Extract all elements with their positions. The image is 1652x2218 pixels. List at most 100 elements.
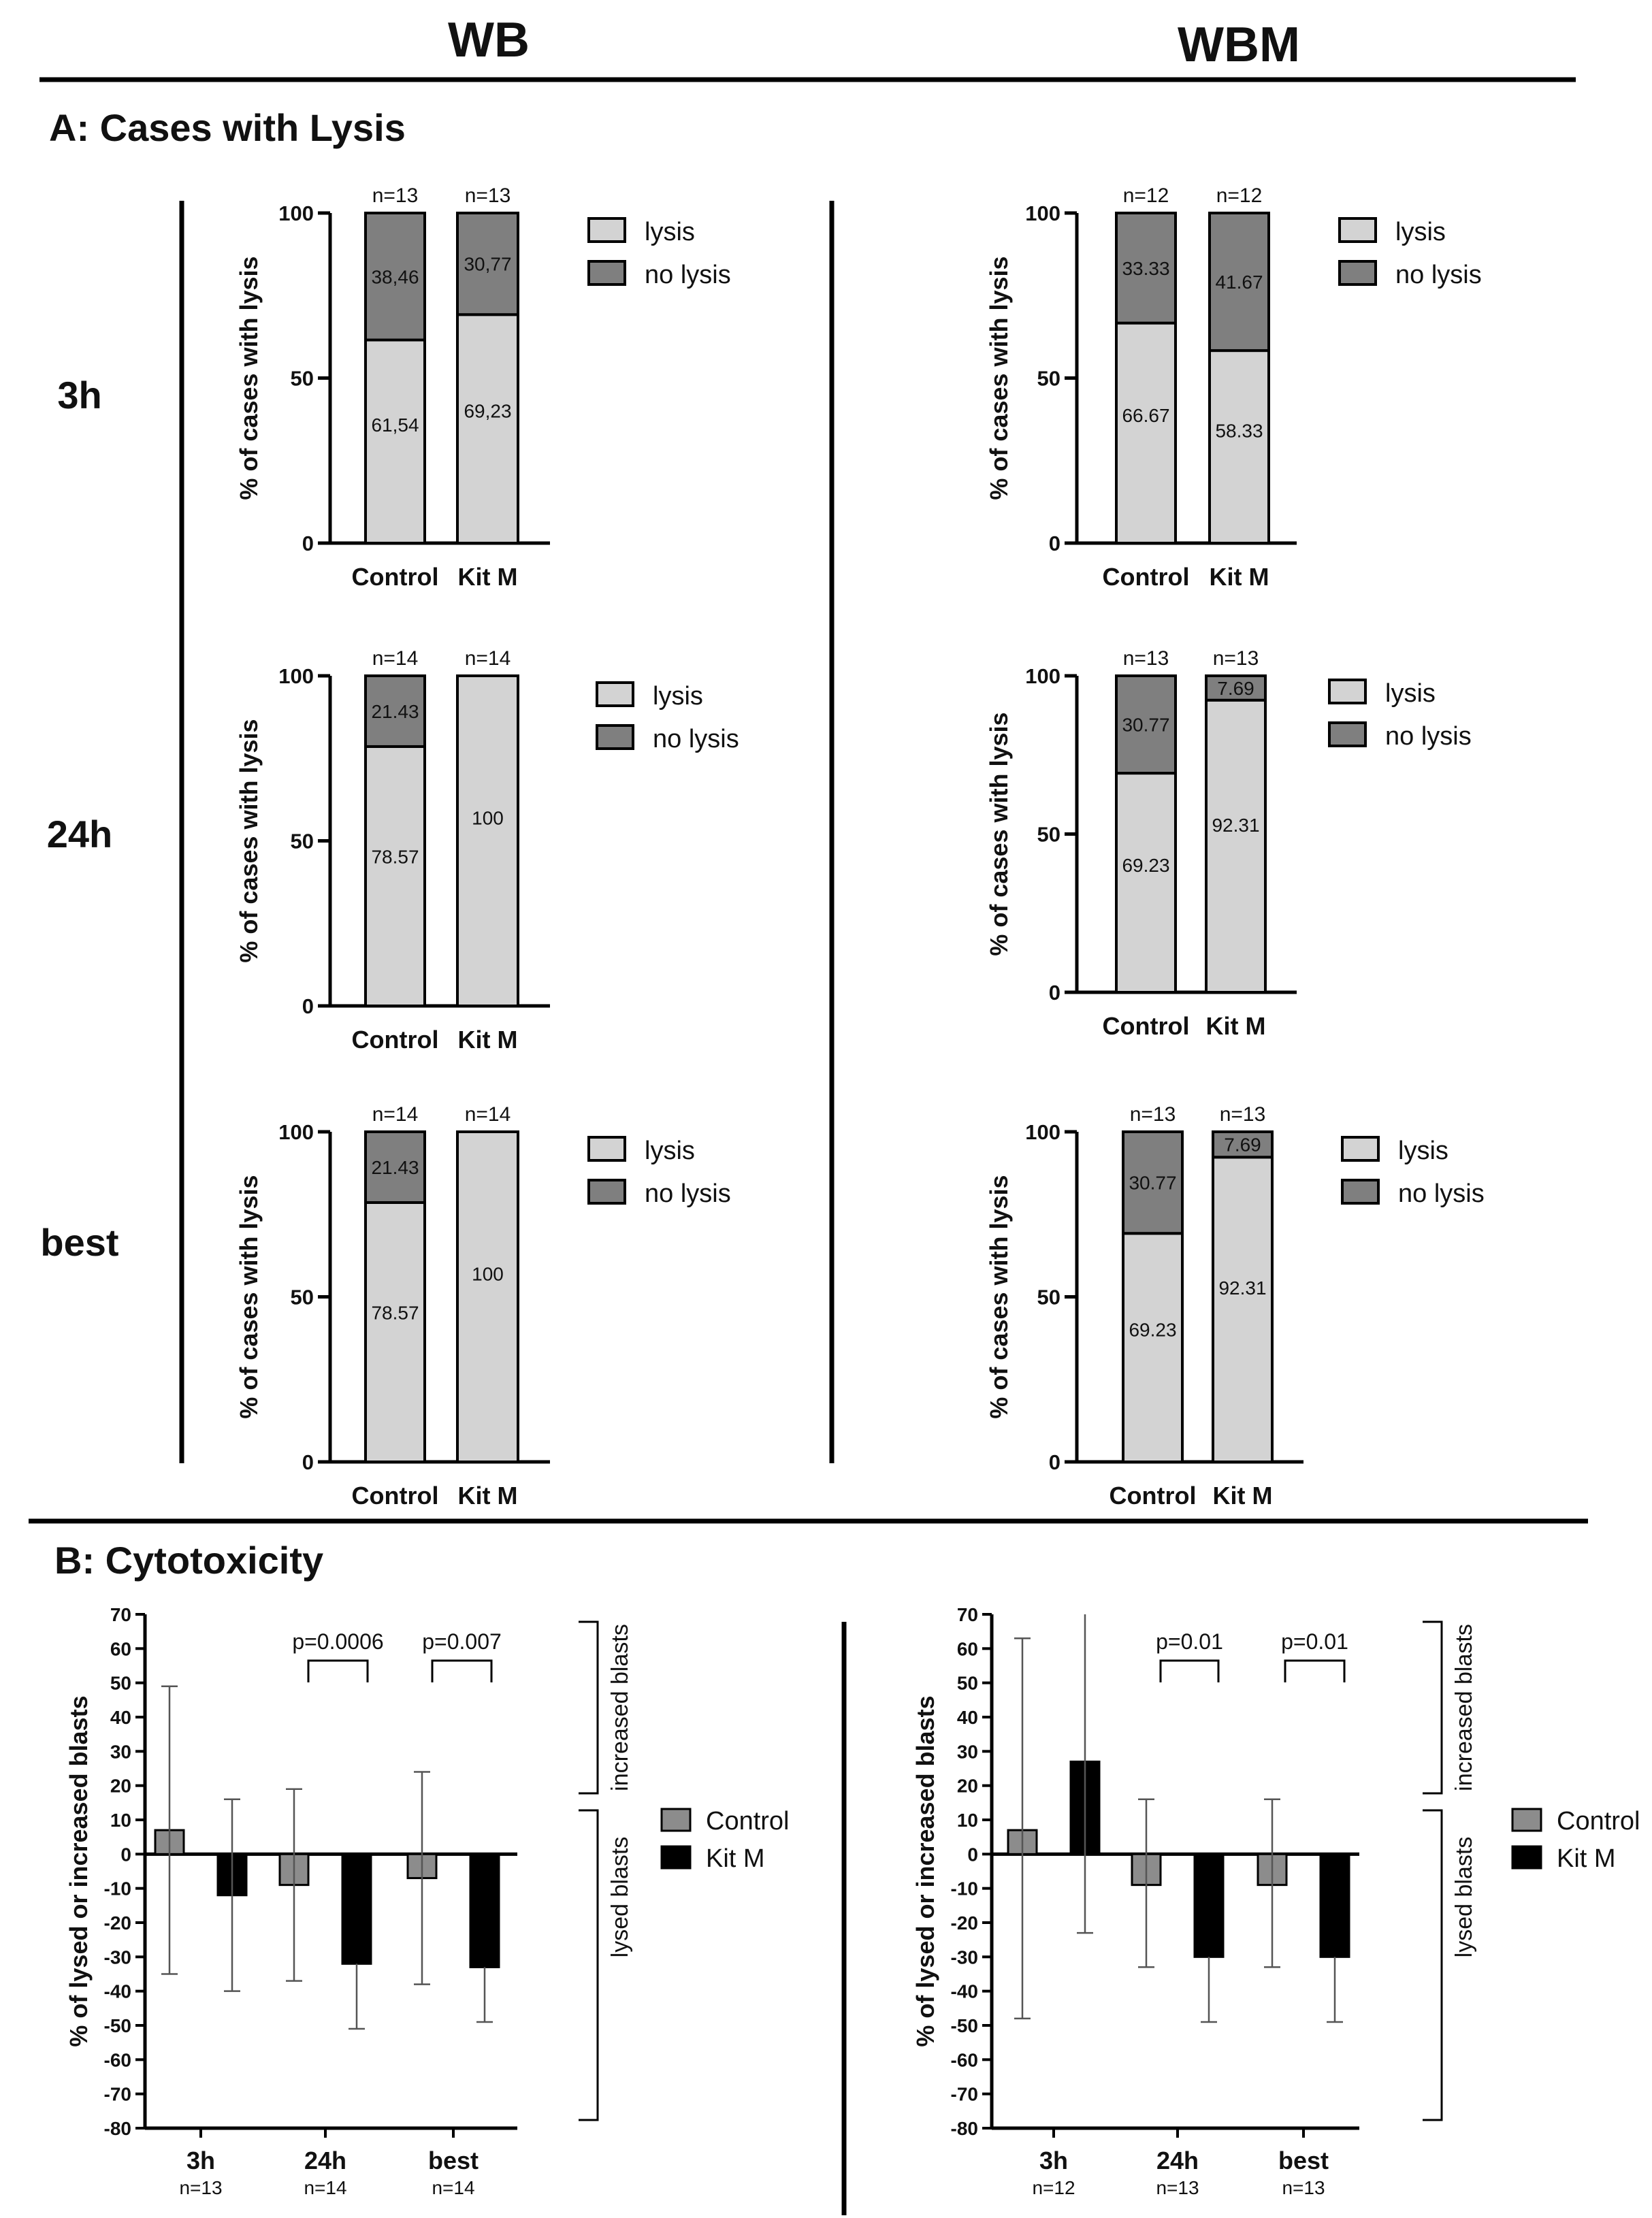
legend-label: no lysis [653,725,739,753]
y-tick-label: 100 [278,201,314,225]
significance-bracket [431,1659,493,1682]
y-tick-label: -40 [951,1981,978,2002]
lysed-blasts-label: lysed blasts [1451,1837,1477,1958]
n-label: n=14 [465,647,511,670]
lysed-bracket [579,1809,599,2121]
bar-lysis-Kit-M [1212,1156,1274,1463]
legend-label: lysis [645,1137,695,1165]
bar-lysis-Control [1122,1232,1184,1463]
legend-label: lysis [1385,679,1436,708]
p-value-label: p=0.007 [422,1629,502,1654]
y-tick-label: -20 [104,1912,131,1934]
n-label: n=12 [1123,184,1169,207]
legend-label: no lysis [645,261,731,289]
y-tick-label: -20 [951,1912,978,1934]
increased-blasts-label: increased blasts [1451,1624,1477,1791]
chart-A-WB-best: 0 50 100 % of cases with lysis 78.57 21.43 Con… [235,1103,731,1510]
bar-Kit-M-best [469,1853,500,1968]
n-label: n=13 [1156,2177,1199,2198]
bar-Kit-M-best [1319,1853,1350,1958]
y-tick-label: 100 [278,1120,314,1144]
y-tick-label: -10 [104,1878,131,1899]
y-tick-label: 0 [1049,1450,1060,1474]
chart-B-WB: -80 -70 -60 -50 -40 -30 -20 -10 0 10 20 30 40 50 60 70%… [65,1604,790,2198]
increased-bracket [579,1620,599,1795]
legend-swatch-lysis [587,217,626,243]
legend-label: lysis [653,682,703,711]
y-tick-label: 40 [957,1707,978,1728]
bar-no-lysis-Control [364,1130,426,1204]
x-category-label: Control [1103,1012,1190,1040]
x-category-label: Control [352,1482,439,1510]
y-tick-label: 0 [1049,532,1060,555]
segment-value-label: 100 [472,1263,504,1284]
legend-label: Control [1557,1807,1640,1836]
segment-value-label: 100 [472,807,504,828]
segment-value-label: 78.57 [371,1302,419,1323]
y-tick-label: 50 [1037,1286,1060,1309]
bar-Kit-M-24h [341,1853,372,1965]
legend-swatch-Control [660,1808,692,1832]
y-tick-label: -10 [951,1878,978,1899]
bar-no-lysis-Control [1115,212,1177,325]
x-category-label: best [1278,2147,1329,2174]
legend-swatch-lysis [1341,1136,1380,1162]
legend-label: no lysis [1398,1179,1485,1208]
y-tick-label: -50 [104,2015,131,2036]
x-category-label: Kit M [458,1482,518,1510]
y-tick-label: 50 [291,367,314,391]
legend-swatch-no-lysis [1338,260,1377,286]
segment-value-label: 92.31 [1218,1277,1266,1299]
row-label-3h: 3h [57,374,101,417]
x-category-label: 3h [187,2147,215,2174]
bar-no-lysis-Kit-M [456,212,519,316]
increased-bracket [1423,1620,1443,1795]
lysed-blasts-label: lysed blasts [607,1837,633,1958]
bar-no-lysis-Control [364,212,426,342]
y-tick-label: 50 [291,830,314,853]
segment-value-label: 66.67 [1122,405,1169,426]
y-tick-label: 10 [957,1810,978,1831]
x-category-label: Control [352,1026,439,1054]
y-tick-label: -40 [104,1981,131,2002]
y-tick-label: 100 [278,664,314,688]
row-label-24h: 24h [47,813,113,855]
y-tick-label: 70 [957,1604,978,1625]
increased-blasts-label: increased blasts [607,1624,633,1791]
p-value-label: p=0.0006 [292,1629,383,1654]
bar-no-lysis-Control [364,674,426,748]
y-tick-label: -80 [104,2118,131,2139]
legend-swatch-no-lysis [1328,721,1367,747]
y-tick-label: 10 [110,1810,131,1831]
y-tick-label: 30 [957,1741,978,1762]
x-category-label: Kit M [458,563,518,591]
y-tick-label: 0 [302,994,314,1018]
legend-label: no lysis [1395,261,1482,289]
chart-A-WB-24h: 0 50 100 % of cases with lysis 78.57 21.43 Con… [235,647,739,1054]
bar-no-lysis-Kit-M [1205,674,1267,702]
y-tick-label: 0 [967,1844,978,1865]
segment-value-label: 92.31 [1212,815,1259,836]
legend-swatch-no-lysis [1341,1179,1380,1205]
legend-label: lysis [645,218,695,246]
bar-no-lysis-Kit-M [1212,1130,1274,1159]
y-tick-label: 30 [110,1741,131,1762]
bar-no-lysis-Control [1122,1130,1184,1235]
legend-label: Kit M [706,1844,765,1873]
n-label: n=14 [432,2177,474,2198]
p-value-label: p=0.01 [1156,1629,1223,1654]
section-b-title: B: Cytotoxicity [54,1539,323,1582]
chart-B-WBM: -80 -70 -60 -50 -40 -30 -20 -10 0 10 20 30 40 50 60 70%… [911,1604,1640,2198]
y-axis-label: % of cases with lysis [985,256,1013,500]
n-label: n=13 [1213,647,1259,670]
legend-label: no lysis [645,1179,731,1208]
x-category-label: Control [1110,1482,1197,1510]
y-tick-label: 50 [1037,823,1060,847]
n-label: n=12 [1032,2177,1075,2198]
legend-label: Control [706,1807,790,1836]
bar-lysis-Control [364,1201,426,1464]
n-label: n=13 [465,184,511,207]
y-axis-label: % of lysed or increased blasts [65,1695,93,2046]
segment-value-label: 21.43 [371,701,419,722]
